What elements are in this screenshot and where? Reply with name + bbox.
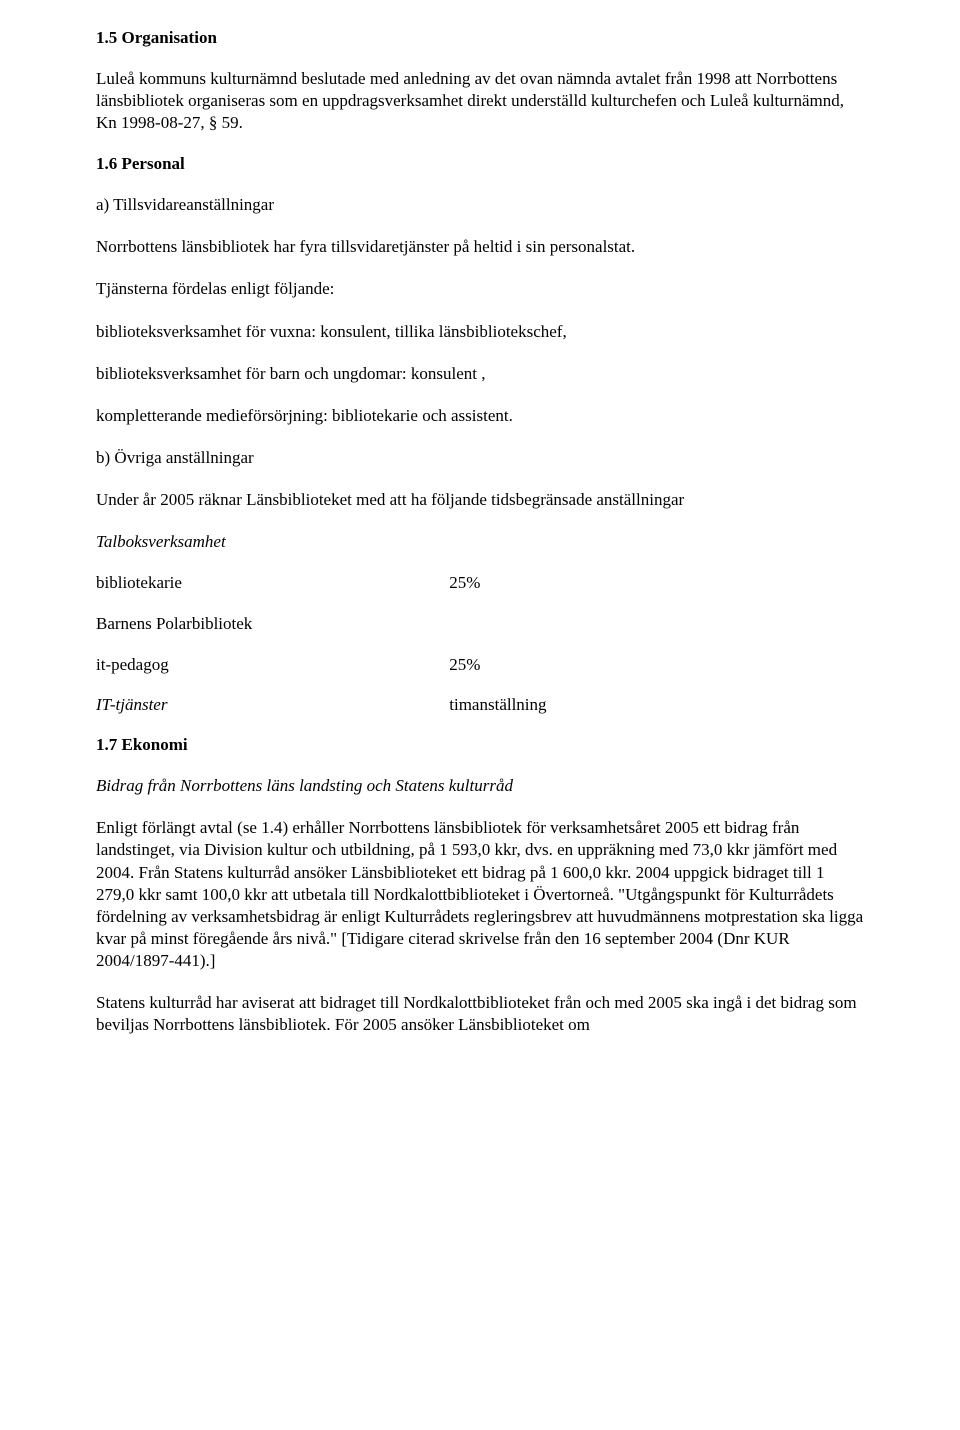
section-1-6-para-b: Tjänsterna fördelas enligt följande:	[96, 278, 864, 300]
table-row-bibliotekarie: bibliotekarie 25%	[96, 573, 864, 593]
row2-label: it-pedagog	[96, 655, 449, 675]
section-1-6-para-a: Norrbottens länsbibliotek har fyra tills…	[96, 236, 864, 258]
section-1-6-sub-b: b) Övriga anställningar	[96, 447, 864, 469]
section-1-7-heading: 1.7 Ekonomi	[96, 735, 864, 755]
section-1-5-heading: 1.5 Organisation	[96, 28, 864, 48]
section-1-6-line1: biblioteksverksamhet för vuxna: konsulen…	[96, 321, 864, 343]
section-1-7-para1: Enligt förlängt avtal (se 1.4) erhåller …	[96, 817, 864, 972]
section-1-6-line2: biblioteksverksamhet för barn och ungdom…	[96, 363, 864, 385]
document-page: 1.5 Organisation Luleå kommuns kulturnäm…	[0, 0, 960, 1430]
row1-value: 25%	[449, 573, 480, 593]
section-1-5-para1: Luleå kommuns kulturnämnd beslutade med …	[96, 68, 864, 134]
section-1-6-sub-a: a) Tillsvidareanställningar	[96, 194, 864, 216]
section-1-7-para2: Statens kulturråd har aviserat att bidra…	[96, 992, 864, 1036]
group-talbok-label: Talboksverksamhet	[96, 531, 864, 553]
table-row-it-pedagog: it-pedagog 25%	[96, 655, 864, 675]
row3-label: IT-tjänster	[96, 695, 449, 715]
row3-value: timanställning	[449, 695, 546, 715]
row2-value: 25%	[449, 655, 480, 675]
section-1-6-para-c: Under år 2005 räknar Länsbiblioteket med…	[96, 489, 864, 511]
section-1-7-subheading: Bidrag från Norrbottens läns landsting o…	[96, 775, 864, 797]
group-barnens-label: Barnens Polarbibliotek	[96, 613, 864, 635]
row1-label: bibliotekarie	[96, 573, 449, 593]
table-row-it-tjanster: IT-tjänster timanställning	[96, 695, 864, 715]
section-1-6-line3: kompletterande medieförsörjning: bibliot…	[96, 405, 864, 427]
section-1-6-heading: 1.6 Personal	[96, 154, 864, 174]
